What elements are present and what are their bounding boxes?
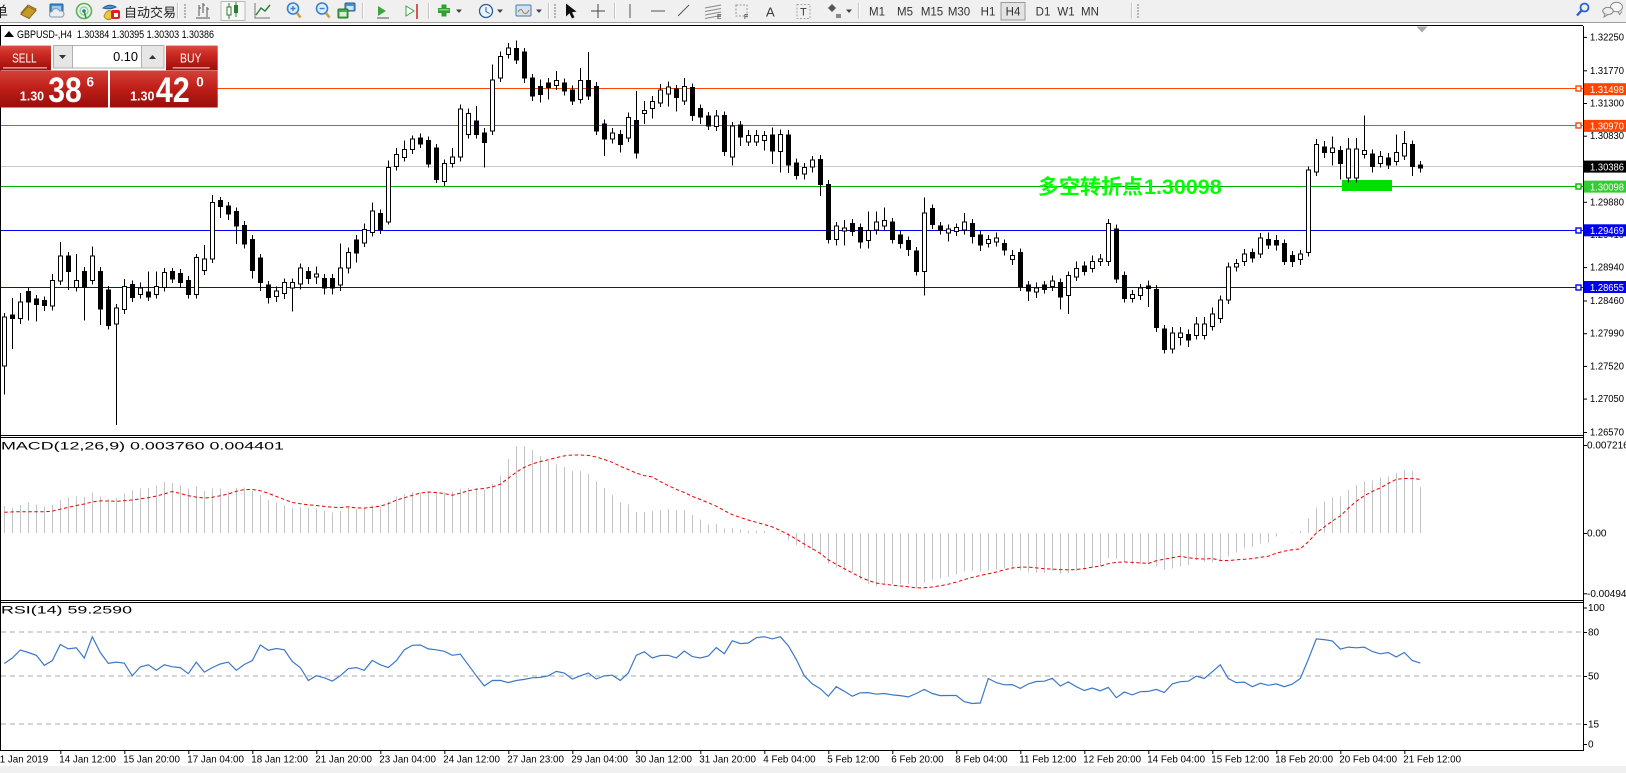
svg-text:21 Jan 20:00: 21 Jan 20:00 (315, 755, 372, 766)
svg-text:T: T (800, 7, 807, 19)
svg-text:MACD(12,26,9) 0.003760 0.00440: MACD(12,26,9) 0.003760 0.004401 (1, 441, 284, 453)
svg-text:0.00: 0.00 (1587, 529, 1607, 540)
svg-text:0: 0 (196, 74, 204, 89)
svg-text:1.30386: 1.30386 (1590, 162, 1624, 173)
svg-text:38: 38 (48, 71, 82, 110)
svg-text:1.30: 1.30 (130, 90, 154, 104)
svg-text:14 Jan 12:00: 14 Jan 12:00 (59, 755, 116, 766)
svg-text:8 Feb 04:00: 8 Feb 04:00 (955, 755, 1008, 766)
svg-text:18 Jan 12:00: 18 Jan 12:00 (251, 755, 308, 766)
svg-text:27 Jan 23:00: 27 Jan 23:00 (507, 755, 564, 766)
svg-text:31 Jan 20:00: 31 Jan 20:00 (699, 755, 756, 766)
svg-text:50: 50 (1588, 672, 1600, 683)
svg-text:20 Feb 04:00: 20 Feb 04:00 (1339, 755, 1397, 766)
svg-text:42: 42 (156, 71, 190, 110)
svg-text:0.007216: 0.007216 (1587, 441, 1626, 452)
svg-text:17 Jan 04:00: 17 Jan 04:00 (187, 755, 244, 766)
svg-text:24 Jan 12:00: 24 Jan 12:00 (443, 755, 500, 766)
svg-text:H4: H4 (1006, 7, 1021, 19)
svg-text:M5: M5 (897, 7, 913, 19)
svg-text:4 Feb 04:00: 4 Feb 04:00 (763, 755, 816, 766)
svg-text:W1: W1 (1057, 7, 1074, 19)
svg-text:5 Feb 12:00: 5 Feb 12:00 (827, 755, 880, 766)
svg-text:0: 0 (1588, 740, 1594, 751)
svg-text:1.30098: 1.30098 (1590, 182, 1624, 193)
svg-text:100: 100 (1588, 603, 1605, 614)
svg-text:80: 80 (1588, 628, 1600, 639)
svg-text:1.26570: 1.26570 (1590, 428, 1624, 439)
svg-text:H1: H1 (981, 7, 996, 19)
svg-text:F: F (744, 14, 748, 21)
svg-text:11 Jan 2019: 11 Jan 2019 (0, 755, 48, 766)
svg-text:11 Feb 12:00: 11 Feb 12:00 (1019, 755, 1077, 766)
svg-text:15 Jan 20:00: 15 Jan 20:00 (123, 755, 180, 766)
svg-text:BUY: BUY (180, 50, 202, 65)
svg-text:21 Feb 12:00: 21 Feb 12:00 (1403, 755, 1461, 766)
svg-text:15 Feb 12:00: 15 Feb 12:00 (1211, 755, 1269, 766)
svg-text:1.29880: 1.29880 (1590, 197, 1624, 208)
svg-text:1.30970: 1.30970 (1590, 122, 1624, 133)
svg-text:1.29469: 1.29469 (1590, 226, 1624, 237)
svg-text:18 Feb 20:00: 18 Feb 20:00 (1275, 755, 1333, 766)
svg-text:SELL: SELL (12, 50, 36, 65)
svg-text:23 Jan 04:00: 23 Jan 04:00 (379, 755, 436, 766)
svg-text:1.28940: 1.28940 (1590, 263, 1624, 274)
svg-text:-0.004943: -0.004943 (1587, 589, 1626, 600)
svg-text:29 Jan 04:00: 29 Jan 04:00 (571, 755, 628, 766)
svg-text:M1: M1 (869, 7, 885, 19)
svg-text:1.30098: 1.30098 (1144, 175, 1222, 199)
svg-text:1.31770: 1.31770 (1590, 66, 1624, 77)
svg-text:15: 15 (1588, 720, 1600, 731)
svg-text:1.28460: 1.28460 (1590, 296, 1624, 307)
svg-text:30 Jan 12:00: 30 Jan 12:00 (635, 755, 692, 766)
svg-text:12 Feb 20:00: 12 Feb 20:00 (1083, 755, 1141, 766)
svg-text:1.27050: 1.27050 (1590, 394, 1624, 405)
svg-text:MN: MN (1081, 7, 1099, 19)
svg-text:1.30830: 1.30830 (1590, 131, 1624, 142)
svg-text:1.31498: 1.31498 (1590, 85, 1624, 96)
svg-text:1.27520: 1.27520 (1590, 361, 1624, 372)
svg-text:6: 6 (87, 74, 95, 89)
svg-text:M30: M30 (948, 7, 970, 19)
svg-text:RSI(14) 59.2590: RSI(14) 59.2590 (1, 605, 132, 617)
svg-text:1.30: 1.30 (20, 90, 44, 104)
svg-text:1.27990: 1.27990 (1590, 329, 1624, 340)
svg-text:6 Feb 20:00: 6 Feb 20:00 (891, 755, 944, 766)
svg-text:GBPUSD-,H4 1.30384 1.30395 1.: GBPUSD-,H4 1.30384 1.30395 1.30303 1.303… (17, 29, 214, 41)
svg-text:M15: M15 (921, 7, 943, 19)
svg-text:A: A (766, 5, 775, 20)
svg-text:14 Feb 04:00: 14 Feb 04:00 (1147, 755, 1205, 766)
svg-text:1.31300: 1.31300 (1590, 98, 1624, 109)
svg-text:0.10: 0.10 (113, 49, 138, 64)
svg-text:E: E (717, 14, 722, 21)
svg-text:1.32250: 1.32250 (1590, 32, 1624, 43)
svg-text:D1: D1 (1036, 7, 1051, 19)
svg-text:1.28655: 1.28655 (1590, 283, 1624, 294)
